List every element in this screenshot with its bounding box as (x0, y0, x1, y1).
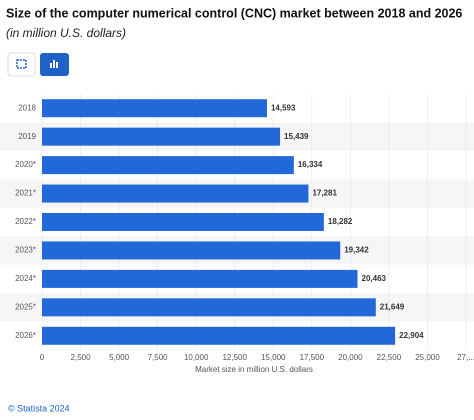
x-tick-label: 20,000 (338, 353, 363, 362)
bar (42, 298, 376, 317)
chart-subtitle: (in million U.S. dollars) (6, 26, 126, 40)
chart-view-button[interactable] (40, 53, 69, 76)
bar (42, 184, 309, 203)
value-label: 14,593 (271, 103, 296, 112)
y-tick-label: 2024* (15, 274, 36, 283)
bar (42, 99, 267, 118)
y-tick-label: 2021* (15, 189, 36, 198)
value-label: 21,649 (380, 302, 405, 311)
bar (42, 156, 294, 175)
y-tick-label: 2018 (18, 103, 36, 112)
y-tick-label: 2023* (15, 246, 36, 255)
table-view-button[interactable] (7, 52, 36, 77)
y-tick-label: 2020* (15, 160, 36, 169)
y-tick-label: 2025* (15, 302, 36, 311)
y-tick-label: 2019 (18, 132, 36, 141)
y-tick-label: 2022* (15, 217, 36, 226)
chart-title: Size of the computer numerical control (… (6, 6, 462, 20)
x-axis-label: Market size in million U.S. dollars (195, 365, 313, 374)
bar (42, 269, 358, 288)
value-label: 19,342 (344, 246, 369, 255)
x-tick-label: 10,000 (184, 353, 209, 362)
source: © Statista 2024 (8, 403, 70, 413)
x-tick-label: 25,000 (415, 353, 440, 362)
value-label: 18,282 (328, 217, 353, 226)
value-label: 20,463 (362, 274, 387, 283)
x-tick-label: 7,500 (148, 353, 169, 362)
y-tick-label: 2026* (15, 331, 36, 340)
x-tick-label: 0 (40, 353, 45, 362)
bar (42, 241, 341, 260)
bar (42, 213, 324, 231)
x-tick-label: 27,... (457, 353, 474, 362)
value-label: 17,281 (312, 189, 337, 198)
bar (42, 326, 396, 345)
x-tick-label: 17,500 (300, 353, 325, 362)
x-tick-label: 2,500 (71, 353, 92, 362)
value-label: 22,904 (399, 331, 424, 340)
x-tick-label: 5,000 (109, 353, 130, 362)
bar (42, 127, 281, 146)
x-tick-label: 22,500 (377, 353, 402, 362)
x-tick-label: 12,500 (222, 353, 247, 362)
value-label: 15,439 (284, 132, 309, 141)
x-tick-label: 15,000 (261, 353, 286, 362)
value-label: 16,334 (298, 160, 323, 169)
